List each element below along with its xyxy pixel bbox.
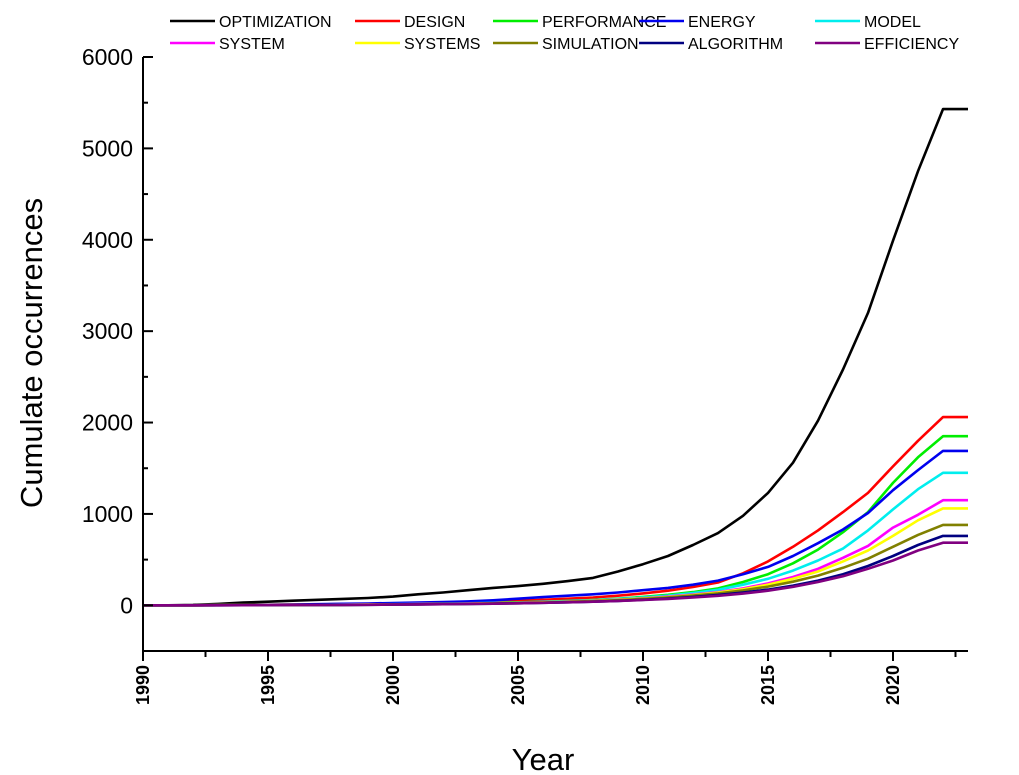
series-line-efficiency	[143, 541, 968, 607]
series-line-system	[143, 498, 968, 607]
x-tick-label: 2000	[383, 665, 403, 705]
legend-label-performance: PERFORMANCE	[542, 14, 666, 31]
series-line-simulation	[143, 523, 968, 607]
legend-label-model: MODEL	[864, 14, 921, 31]
series-line-performance	[143, 434, 968, 607]
x-tick-label: 2005	[508, 665, 528, 705]
x-tick-label: 2010	[633, 665, 653, 705]
legend-label-efficiency: EFFICIENCY	[864, 36, 959, 53]
legend-label-system: SYSTEM	[219, 36, 285, 53]
legend: OPTIMIZATION DESIGN PERFORMANCE ENERGY MODEL…	[170, 14, 959, 53]
y-axis-title: Cumulate occurrences	[14, 198, 49, 508]
x-tick-label: 2015	[758, 665, 778, 705]
y-axis: 0 1000 2000 3000 4000 5000 6000	[82, 44, 153, 652]
x-tick-label: 1990	[133, 665, 153, 705]
y-tick-label: 5000	[82, 135, 133, 161]
y-tick-label: 1000	[82, 501, 133, 527]
x-tick-label: 2020	[883, 665, 903, 705]
series-line-optimization	[143, 107, 968, 607]
legend-label-design: DESIGN	[404, 14, 465, 31]
legend-label-energy: ENERGY	[688, 14, 756, 31]
legend-label-algorithm: ALGORITHM	[688, 36, 783, 53]
y-tick-label: 2000	[82, 410, 133, 436]
y-tick-label: 6000	[82, 44, 133, 70]
x-axis: 1990 1995 2000 2005 2010 2015 2020	[133, 650, 968, 705]
legend-label-systems: SYSTEMS	[404, 36, 480, 53]
x-axis-title: Year	[512, 742, 575, 775]
plot-area	[143, 107, 968, 607]
y-tick-label: 4000	[82, 227, 133, 253]
legend-label-simulation: SIMULATION	[542, 36, 639, 53]
series-line-model	[143, 471, 968, 607]
y-tick-label: 0	[120, 592, 133, 618]
x-tick-label: 1995	[258, 665, 278, 705]
y-tick-label: 3000	[82, 318, 133, 344]
legend-label-optimization: OPTIMIZATION	[219, 14, 332, 31]
